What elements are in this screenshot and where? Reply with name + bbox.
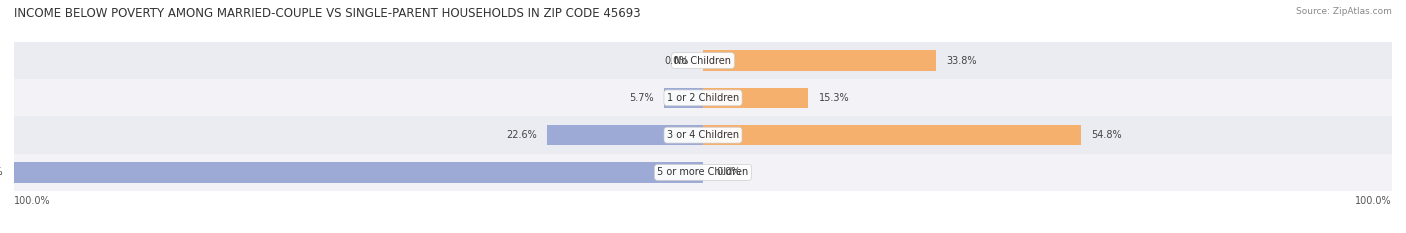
- Text: INCOME BELOW POVERTY AMONG MARRIED-COUPLE VS SINGLE-PARENT HOUSEHOLDS IN ZIP COD: INCOME BELOW POVERTY AMONG MARRIED-COUPL…: [14, 7, 641, 20]
- Text: 1 or 2 Children: 1 or 2 Children: [666, 93, 740, 103]
- Bar: [14, 79, 1392, 116]
- Bar: [547, 125, 703, 145]
- Text: 100.0%: 100.0%: [1355, 195, 1392, 206]
- Text: 33.8%: 33.8%: [946, 56, 977, 65]
- Bar: [14, 42, 1392, 79]
- Text: 0.0%: 0.0%: [717, 168, 741, 177]
- Text: 3 or 4 Children: 3 or 4 Children: [666, 130, 740, 140]
- Text: 5 or more Children: 5 or more Children: [658, 168, 748, 177]
- Bar: [703, 125, 1081, 145]
- Text: 100.0%: 100.0%: [0, 168, 4, 177]
- Text: 100.0%: 100.0%: [14, 195, 51, 206]
- Text: 0.0%: 0.0%: [665, 56, 689, 65]
- Bar: [703, 88, 808, 108]
- Bar: [14, 154, 1392, 191]
- Text: Source: ZipAtlas.com: Source: ZipAtlas.com: [1296, 7, 1392, 16]
- Text: 15.3%: 15.3%: [818, 93, 849, 103]
- Bar: [664, 88, 703, 108]
- Text: 22.6%: 22.6%: [506, 130, 537, 140]
- Bar: [703, 50, 936, 71]
- Text: 54.8%: 54.8%: [1091, 130, 1122, 140]
- Bar: [14, 116, 1392, 154]
- Bar: [14, 162, 703, 183]
- Text: No Children: No Children: [675, 56, 731, 65]
- Text: 5.7%: 5.7%: [628, 93, 654, 103]
